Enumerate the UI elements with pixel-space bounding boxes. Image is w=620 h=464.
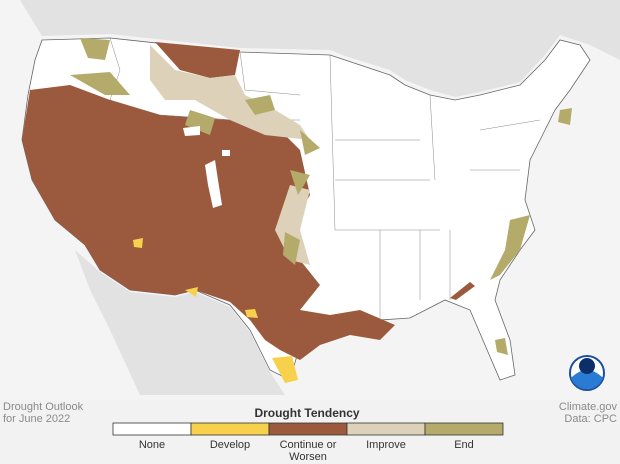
region-improve — [275, 185, 310, 265]
legend-label: Improve — [366, 439, 406, 451]
legend-swatch — [112, 422, 192, 436]
region-continue — [22, 85, 395, 360]
legend-swatch — [346, 422, 426, 436]
noaa-logo — [569, 355, 605, 391]
legend-label: Continue or Worsen — [279, 439, 337, 463]
credit-source: Climate.gov — [558, 401, 617, 413]
credit-data: Data: CPC — [564, 413, 617, 425]
region-improve — [150, 45, 310, 140]
region-none — [183, 126, 230, 208]
legend-label: End — [454, 439, 474, 451]
region-develop — [133, 238, 298, 383]
legend-label: None — [138, 439, 166, 451]
caption-title: Drought Outlook — [3, 401, 84, 413]
legend-swatch — [190, 422, 270, 436]
legend-label: Develop — [209, 439, 251, 451]
legend-swatch — [268, 422, 348, 436]
credit: Climate.gov Data: CPC — [559, 401, 617, 425]
region-end — [70, 38, 572, 355]
caption-subtitle: for June 2022 — [3, 413, 71, 425]
canada — [0, 0, 620, 97]
caption: Drought Outlook for June 2022 — [3, 401, 83, 425]
region-continue — [450, 282, 475, 300]
legend — [112, 422, 504, 436]
mexico — [75, 250, 285, 395]
drought-regions — [22, 38, 572, 383]
legend-swatch — [424, 422, 504, 436]
legend-title: Drought Tendency — [254, 406, 359, 420]
region-continue — [155, 42, 240, 78]
